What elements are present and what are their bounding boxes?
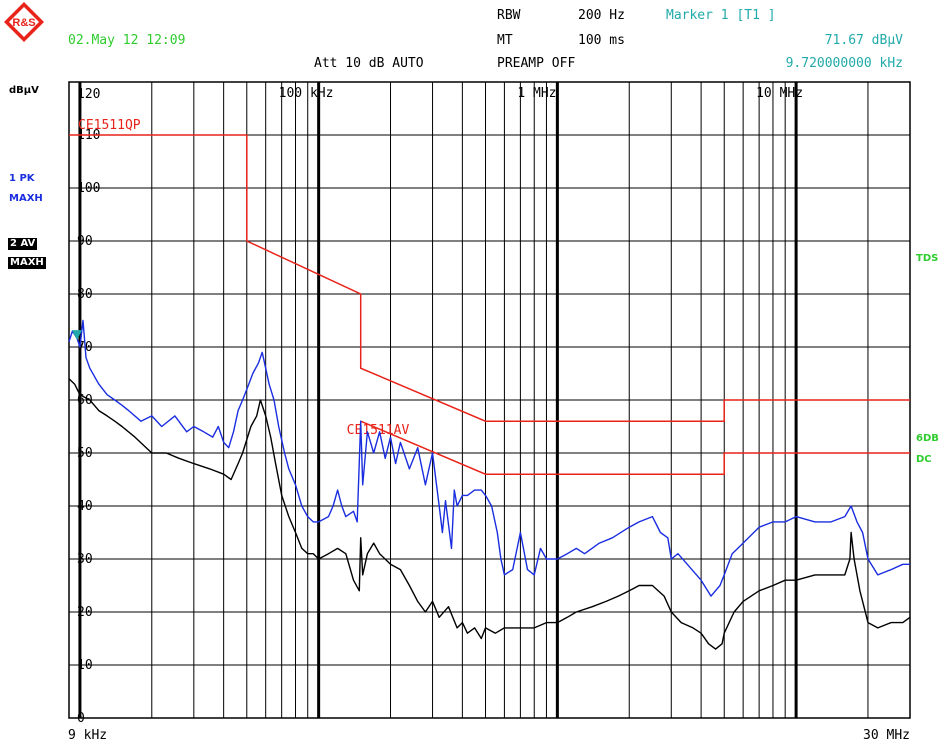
y-tick-label: 10 (77, 658, 93, 673)
rbw-value: 200 Hz (578, 8, 625, 23)
marker-level: 71.67 dBµV (824, 33, 903, 48)
y-tick-label: 120 (77, 87, 100, 102)
x-start-label: 9 kHz (68, 728, 107, 743)
unit-label: dBµV (9, 85, 39, 96)
y-tick-label: 80 (77, 287, 93, 302)
limit-line-qp (69, 134, 910, 422)
dc-label: DC (916, 454, 932, 465)
trace1-mode: 1 PK (9, 173, 35, 184)
y-tick-label: 30 (77, 552, 93, 567)
x-tick-label: 100 kHz (279, 86, 334, 101)
6db-label: 6DB (916, 433, 939, 444)
rbw-label: RBW (497, 8, 521, 23)
trace-1-peak (68, 319, 910, 597)
y-tick-label: 90 (77, 234, 93, 249)
date-stamp: 02.May 12 12:09 (68, 33, 186, 48)
x-end-label: 30 MHz (863, 728, 910, 743)
rs-logo: R&S (4, 2, 44, 42)
trace2-detector: MAXH (8, 257, 46, 269)
y-tick-label: 50 (77, 446, 93, 461)
preamp-status: PREAMP OFF (497, 56, 576, 71)
mt-value: 100 ms (578, 33, 625, 48)
trace1-detector: MAXH (9, 193, 43, 204)
x-tick-label: 1 MHz (517, 86, 556, 101)
marker-title: Marker 1 [T1 ] (666, 8, 776, 23)
y-tick-label: 0 (77, 711, 85, 726)
logo-text: R&S (12, 17, 35, 29)
attenuation: Att 10 dB AUTO (314, 56, 424, 71)
y-tick-label: 20 (77, 605, 93, 620)
marker-1-symbol (71, 330, 82, 341)
y-tick-label: 60 (77, 393, 93, 408)
trace-2-average (68, 378, 911, 650)
y-tick-label: 40 (77, 499, 93, 514)
y-tick-label: 100 (77, 181, 100, 196)
tds-label: TDS (916, 253, 939, 264)
limit-label-av: CE1511AV (347, 423, 410, 438)
marker-frequency: 9.720000000 kHz (785, 56, 903, 71)
mt-label: MT (497, 33, 513, 48)
x-tick-label: 10 MHz (756, 86, 803, 101)
limit-line-av (360, 420, 910, 475)
trace2-mode: 2 AV (8, 238, 38, 250)
limit-label-qp: CE1511QP (78, 118, 141, 133)
